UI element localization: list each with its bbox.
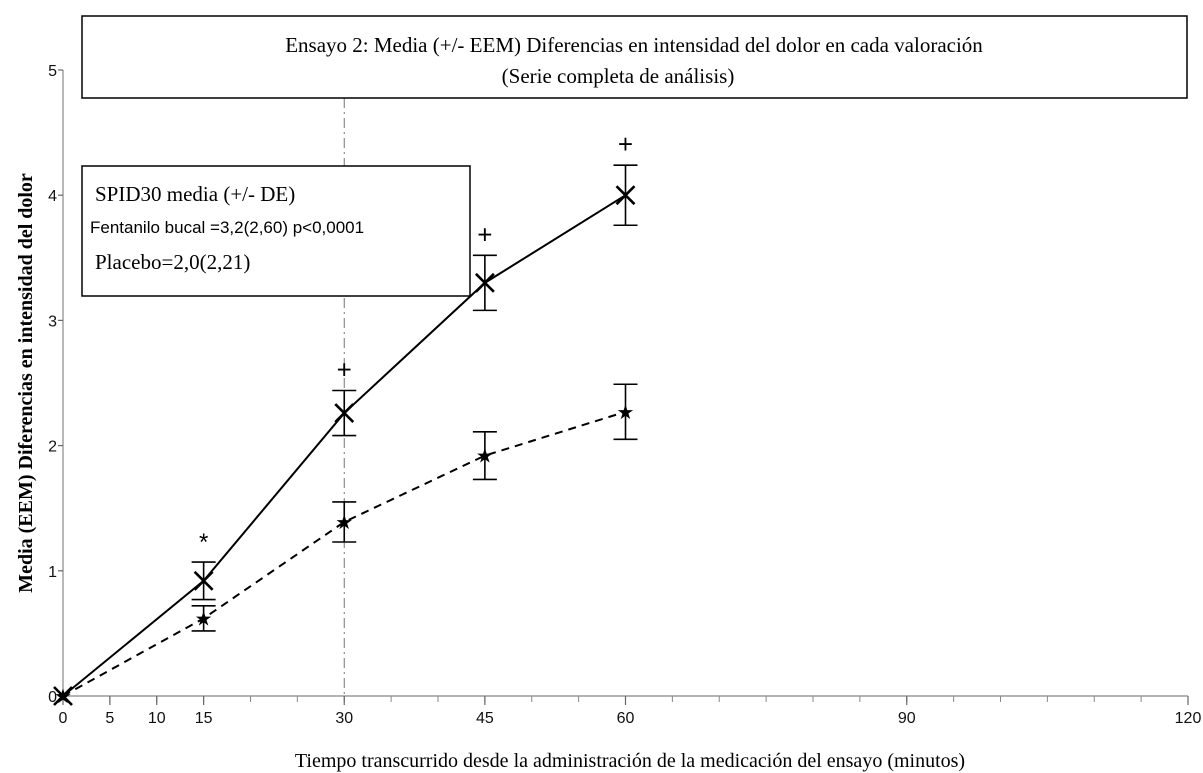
data-point-placebo: ★ xyxy=(54,684,72,708)
data-point-placebo: ★ xyxy=(476,444,494,468)
x-tick-label: 120 xyxy=(1175,710,1202,727)
y-axis-label: Media (EEM) Diferencias en intensidad de… xyxy=(15,173,37,593)
x-tick-label: 45 xyxy=(476,710,494,727)
data-point-placebo: ★ xyxy=(335,510,353,534)
y-tick-label: 4 xyxy=(48,188,57,205)
significance-marker: + xyxy=(337,355,352,385)
annotation-line-3: Placebo=2,0(2,21) xyxy=(95,250,250,274)
significance-marker: + xyxy=(618,129,633,159)
y-tick-label: 3 xyxy=(48,313,57,330)
x-tick-label: 60 xyxy=(617,710,635,727)
x-axis-label: Tiempo transcurrido desde la administrac… xyxy=(295,750,965,772)
x-tick-label: 10 xyxy=(148,710,166,727)
x-tick-label: 5 xyxy=(105,710,114,727)
data-point-placebo: ★ xyxy=(617,400,635,424)
annotation-line-2: Fentanilo bucal =3,2(2,60) p<0,0001 xyxy=(90,218,364,237)
significance-marker: * xyxy=(199,529,208,556)
y-tick-label: 5 xyxy=(48,63,57,80)
significance-marker: + xyxy=(477,219,492,249)
x-tick-label: 15 xyxy=(195,710,213,727)
x-tick-label: 90 xyxy=(898,710,916,727)
series-placebo: ★ ★ ★ ★ ★ xyxy=(54,384,637,708)
y-tick-label: 1 xyxy=(48,564,57,581)
y-tick-label: 2 xyxy=(48,439,57,456)
chart-title: Ensayo 2: Media (+/- EEM) Diferencias en… xyxy=(285,33,983,57)
annotation-line-1: SPID30 media (+/- DE) xyxy=(95,182,295,206)
x-tick-label: 0 xyxy=(59,710,68,727)
data-point-placebo: ★ xyxy=(195,606,213,630)
chart-subtitle: (Serie completa de análisis) xyxy=(502,64,735,88)
x-tick-label: 30 xyxy=(335,710,353,727)
